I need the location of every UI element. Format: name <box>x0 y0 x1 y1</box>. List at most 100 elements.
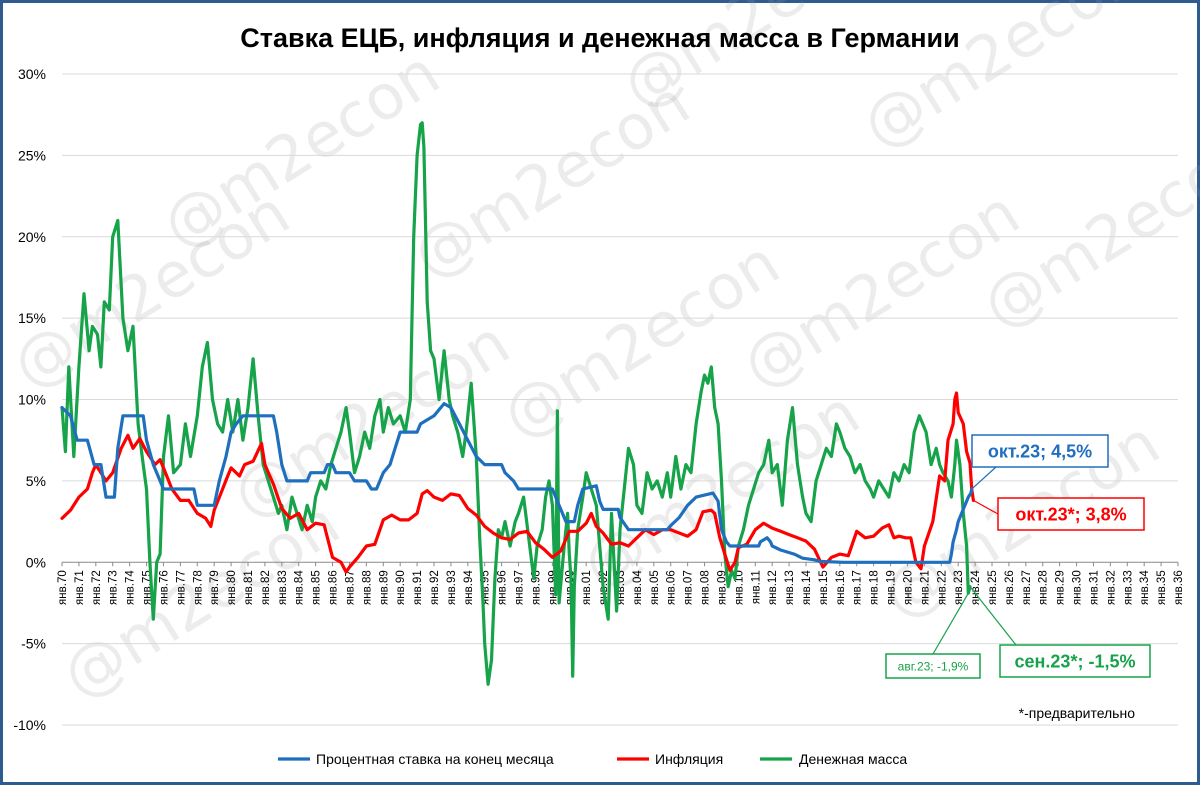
legend-label: Денежная масса <box>799 751 907 767</box>
x-tick-label: янв.31 <box>1088 570 1100 605</box>
x-tick-label: янв.08 <box>700 570 712 605</box>
y-axis-ticks: -10% -5% 0% 5% 10% 15% 20% 25% 30% <box>13 66 46 733</box>
x-tick-label: янв.82 <box>260 570 272 605</box>
annotation-leader <box>969 586 1017 646</box>
annotation-box <box>971 434 1109 468</box>
x-tick-label: янв.20 <box>902 570 914 605</box>
x-tick-label: янв.01 <box>581 570 593 605</box>
annotation-leader <box>971 466 997 490</box>
x-tick-label: янв.79 <box>209 570 221 605</box>
x-tick-label: янв.72 <box>91 570 103 605</box>
x-tick-label: янв.27 <box>1021 570 1033 605</box>
annotations: окт.23; 4,5% окт.23*; 3,8% авг.23; -1,9% се… <box>885 434 1151 679</box>
y-tick-label: 0% <box>26 554 46 570</box>
annotation-callout: окт.23; 4,5% <box>971 434 1109 490</box>
x-tick-label: янв.86 <box>328 570 340 605</box>
annotation-callout: авг.23; -1,9% <box>885 592 981 679</box>
x-tick-label: янв.29 <box>1055 570 1067 605</box>
x-tick-label: янв.93 <box>446 570 458 605</box>
legend-label: Инфляция <box>655 751 723 767</box>
x-tick-label: янв.33 <box>1122 570 1134 605</box>
x-tick-label: янв.91 <box>412 570 424 605</box>
annotation-box <box>997 497 1145 531</box>
x-tick-label: янв.09 <box>716 570 728 605</box>
x-tick-label: янв.04 <box>632 570 644 605</box>
x-tick-label: янв.23 <box>953 570 965 605</box>
x-tick-label: янв.85 <box>311 570 323 605</box>
x-tick-label: янв.94 <box>463 570 475 605</box>
x-tick-label: янв.84 <box>294 570 306 605</box>
legend: Процентная ставка на конец месяца Инфляци… <box>278 751 907 767</box>
x-tick-label: янв.78 <box>192 570 204 605</box>
annotation-box <box>885 653 981 679</box>
annotation-box <box>999 644 1151 678</box>
series-line-rate <box>60 402 974 564</box>
y-tick-label: -10% <box>13 717 46 733</box>
annotation-leader <box>932 592 969 655</box>
x-tick-label: янв.22 <box>936 570 948 605</box>
annotation-label: окт.23; 4,5% <box>988 441 1092 461</box>
x-tick-label: янв.88 <box>361 570 373 605</box>
x-tick-label: янв.25 <box>987 570 999 605</box>
x-tick-label: янв.87 <box>344 570 356 605</box>
y-tick-label: 5% <box>26 473 46 489</box>
series-line-inflation <box>60 391 975 574</box>
legend-label: Процентная ставка на конец месяца <box>316 751 554 767</box>
x-tick-label: янв.90 <box>395 570 407 605</box>
y-tick-label: -5% <box>21 636 46 652</box>
annotation-label: авг.23; -1,9% <box>898 659 969 673</box>
annotation-leader <box>973 499 999 515</box>
x-tick-label: янв.21 <box>919 570 931 605</box>
x-tick-label: янв.76 <box>158 570 170 605</box>
x-tick-label: янв.36 <box>1173 570 1185 605</box>
x-tick-label: янв.83 <box>277 570 289 605</box>
x-tick-label: янв.16 <box>835 570 847 605</box>
x-tick-label: янв.80 <box>226 570 238 605</box>
watermark-text: @m2econ <box>0 176 302 403</box>
x-tick-label: янв.13 <box>784 570 796 605</box>
x-tick-label: янв.74 <box>125 570 137 605</box>
x-tick-label: янв.06 <box>666 570 678 605</box>
chart-title: Ставка ЕЦБ, инфляция и денежная масса в … <box>240 23 960 53</box>
x-tick-label: янв.73 <box>108 570 120 605</box>
x-tick-label: янв.70 <box>57 570 69 605</box>
annotation-label: сен.23*; -1,5% <box>1015 651 1136 671</box>
x-tick-label: янв.24 <box>970 570 982 605</box>
x-tick-label: янв.35 <box>1156 570 1168 605</box>
y-tick-label: 20% <box>18 229 46 245</box>
x-tick-label: янв.11 <box>750 570 762 604</box>
x-tick-label: янв.97 <box>514 570 526 605</box>
legend-item-inflation: Инфляция <box>617 751 723 767</box>
x-tick-label: янв.07 <box>683 570 695 605</box>
x-tick-label: янв.71 <box>74 570 86 605</box>
legend-item-rate: Процентная ставка на конец месяца <box>278 751 554 767</box>
x-tick-label: янв.89 <box>378 570 390 605</box>
x-tick-label: янв.18 <box>869 570 881 605</box>
x-tick-label: янв.15 <box>818 570 830 605</box>
y-tick-label: 15% <box>18 310 46 326</box>
x-tick-label: янв.81 <box>243 570 255 605</box>
x-tick-label: янв.14 <box>801 570 813 605</box>
legend-item-money-supply: Денежная масса <box>760 751 907 767</box>
x-tick-label: янв.12 <box>767 570 779 605</box>
x-tick-label: янв.92 <box>429 570 441 605</box>
x-tick-label: янв.28 <box>1038 570 1050 605</box>
y-tick-label: 30% <box>18 66 46 82</box>
x-tick-label: янв.17 <box>852 570 864 605</box>
x-tick-label: янв.32 <box>1105 570 1117 605</box>
footnote: *-предварительно <box>1019 705 1136 721</box>
series-layer <box>60 121 975 686</box>
x-tick-label: янв.77 <box>175 570 187 605</box>
annotation-callout: сен.23*; -1,5% <box>969 586 1151 678</box>
x-tick-label: янв.34 <box>1139 570 1151 605</box>
annotation-callout: окт.23*; 3,8% <box>973 497 1145 531</box>
x-tick-label: янв.26 <box>1004 570 1016 605</box>
y-tick-label: 25% <box>18 147 46 163</box>
y-tick-label: 10% <box>18 392 46 408</box>
x-tick-label: янв.96 <box>497 570 509 605</box>
series-line-money-supply <box>60 121 972 686</box>
x-tick-label: янв.30 <box>1072 570 1084 605</box>
x-tick-label: янв.05 <box>649 570 661 605</box>
annotation-label: окт.23*; 3,8% <box>1015 504 1126 524</box>
